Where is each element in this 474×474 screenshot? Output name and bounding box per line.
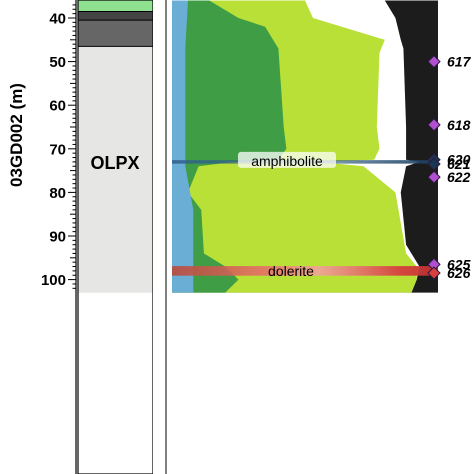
sample-label: 626	[447, 265, 471, 281]
y-tick-label: 40	[49, 11, 66, 28]
lithology-interval	[78, 20, 153, 47]
y-tick-label: 80	[49, 185, 66, 202]
sample-label: 620	[447, 152, 471, 168]
y-tick-label: 100	[41, 272, 66, 289]
lithology-interval	[78, 46, 153, 293]
sample-label: 617	[447, 54, 472, 70]
column-gap	[153, 0, 166, 474]
sample-marker	[427, 266, 441, 280]
dolerite-band	[172, 266, 438, 276]
mineral-area-0	[172, 0, 194, 293]
sample-marker	[427, 118, 441, 132]
y-tick-label: 50	[49, 54, 66, 71]
sample-label: 625	[447, 256, 471, 272]
lithology-interval	[78, 11, 153, 21]
lithology-interval	[78, 0, 153, 12]
y-axis: 40 50 60 70 80 90 100	[41, 0, 77, 474]
sample-label: 622	[447, 169, 471, 185]
dolerite-label: dolerite	[268, 263, 314, 279]
y-axis-title: 03GD002 (m)	[7, 83, 26, 187]
unit-label-olpx: OLPX	[90, 153, 139, 173]
sample-marker	[427, 54, 441, 69]
amphibolite-label-bg	[238, 151, 336, 168]
sample-label: 618	[447, 117, 471, 133]
y-tick-label: 90	[49, 229, 66, 246]
y-tick-label: 60	[49, 98, 66, 115]
mineral-area-panel	[172, 0, 438, 474]
lithology-column	[78, 0, 153, 293]
amphibolite-label: amphibolite	[251, 153, 323, 169]
sample-marker	[427, 157, 441, 171]
sample-label: 621	[447, 156, 471, 172]
y-tick-label: 70	[49, 141, 66, 158]
sample-marker	[427, 170, 441, 184]
mineral-area-1	[172, 0, 287, 293]
rock-bands: amphibolite dolerite	[172, 151, 438, 279]
